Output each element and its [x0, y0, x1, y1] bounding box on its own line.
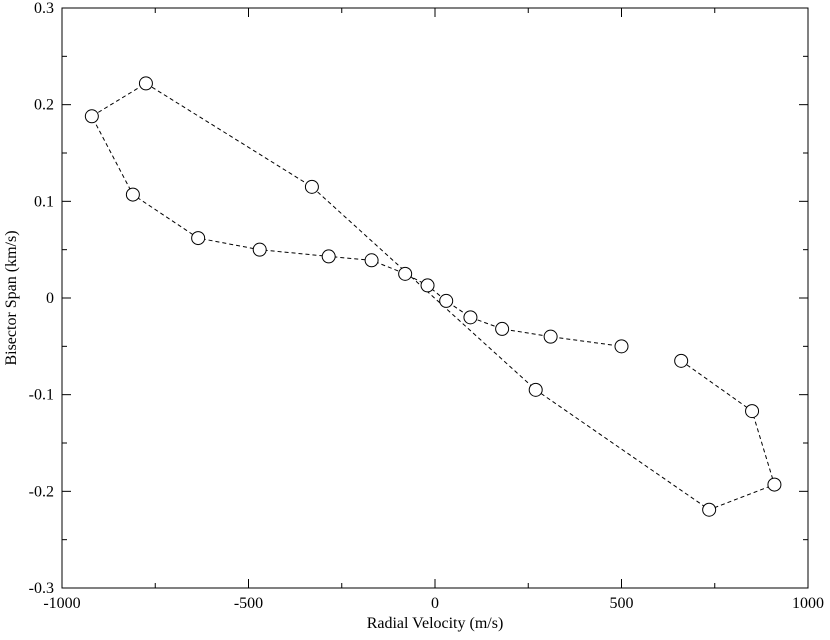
data-point [125, 187, 140, 202]
x-tick-label: -1000 [43, 595, 80, 612]
data-point [614, 339, 629, 354]
data-point [439, 293, 454, 308]
data-point [398, 266, 413, 281]
x-tick-label: 0 [431, 595, 439, 612]
y-axis-title: Bisector Span (km/s) [3, 230, 20, 365]
x-axis-title: Radial Velocity (m/s) [367, 615, 504, 632]
data-point [543, 329, 558, 344]
data-point [304, 179, 319, 194]
series-line [91, 82, 776, 511]
data-point [364, 253, 379, 268]
data-point [767, 477, 782, 492]
data-point [528, 382, 543, 397]
data-point [420, 278, 435, 293]
plot-frame [61, 7, 809, 589]
data-point [138, 76, 153, 91]
data-point [702, 502, 717, 517]
y-tick-label: -0.1 [29, 387, 54, 404]
data-point [463, 310, 478, 325]
data-point [495, 321, 510, 336]
y-tick-label: 0.3 [34, 0, 54, 17]
y-tick-label: 0.2 [34, 97, 54, 114]
data-point [84, 109, 99, 124]
x-tick-label: -500 [234, 595, 263, 612]
y-tick-label: -0.2 [29, 483, 54, 500]
x-tick-label: 1000 [792, 595, 824, 612]
data-point [252, 242, 267, 257]
y-tick-label: -0.3 [29, 580, 54, 597]
x-tick-label: 500 [610, 595, 634, 612]
data-point [674, 353, 689, 368]
y-tick-label: 0 [46, 290, 54, 307]
data-point [745, 404, 760, 419]
y-tick-label: 0.1 [34, 193, 54, 210]
data-point [321, 249, 336, 264]
data-point [191, 231, 206, 246]
